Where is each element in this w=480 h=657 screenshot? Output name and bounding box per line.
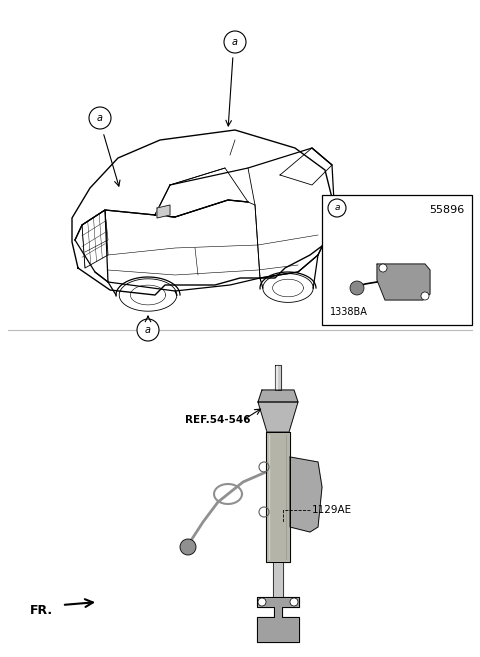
Circle shape xyxy=(89,107,111,129)
Text: a: a xyxy=(334,204,340,212)
Text: 55896: 55896 xyxy=(429,205,464,215)
Circle shape xyxy=(258,598,266,606)
Polygon shape xyxy=(273,562,283,597)
Circle shape xyxy=(328,199,346,217)
Text: REF.54-546: REF.54-546 xyxy=(185,415,251,425)
Circle shape xyxy=(421,292,429,300)
Text: a: a xyxy=(145,325,151,335)
Polygon shape xyxy=(258,402,298,432)
Polygon shape xyxy=(266,432,290,562)
Text: a: a xyxy=(232,37,238,47)
Text: 1338BA: 1338BA xyxy=(330,307,368,317)
Circle shape xyxy=(180,539,196,555)
Polygon shape xyxy=(257,597,299,642)
Circle shape xyxy=(224,31,246,53)
Polygon shape xyxy=(275,365,281,390)
Text: a: a xyxy=(97,113,103,123)
Circle shape xyxy=(350,281,364,295)
Polygon shape xyxy=(290,457,322,532)
Circle shape xyxy=(379,264,387,272)
Text: FR.: FR. xyxy=(30,604,53,616)
Circle shape xyxy=(290,598,298,606)
Polygon shape xyxy=(157,205,170,218)
Polygon shape xyxy=(258,390,298,402)
Text: 1129AE: 1129AE xyxy=(312,505,352,515)
Polygon shape xyxy=(377,264,430,300)
Bar xyxy=(322,195,472,325)
Circle shape xyxy=(137,319,159,341)
Polygon shape xyxy=(276,366,277,389)
